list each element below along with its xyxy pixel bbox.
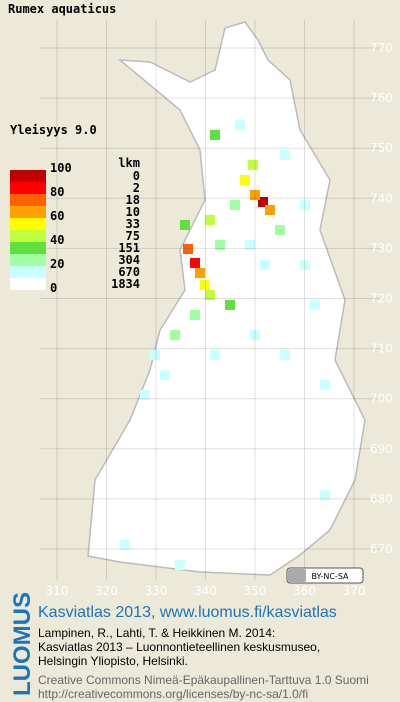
x-tick-label: 350 bbox=[244, 584, 267, 598]
occurrence-cell bbox=[188, 249, 193, 254]
occurrence-cell bbox=[195, 263, 200, 268]
occurrence-cell bbox=[175, 335, 180, 340]
x-tick-label: 370 bbox=[343, 584, 366, 598]
count-label: 1834 bbox=[111, 277, 140, 291]
occurrence-cell bbox=[240, 125, 245, 130]
occurrence-cell bbox=[255, 335, 260, 340]
occurrence-cell bbox=[305, 265, 310, 270]
y-tick-label: 670 bbox=[370, 542, 393, 556]
occurrence-cell bbox=[230, 305, 235, 310]
logo: LUOMUS bbox=[9, 592, 36, 696]
legend-swatch bbox=[10, 194, 46, 206]
x-tick-label: 330 bbox=[145, 584, 168, 598]
occurrence-cell bbox=[220, 245, 225, 250]
scale-label: 20 bbox=[50, 257, 64, 271]
occurrence-cell bbox=[215, 355, 220, 360]
legend-swatch bbox=[10, 266, 46, 278]
citation-line: Lampinen, R., Lahti, T. & Heikkinen M. 2… bbox=[38, 626, 275, 640]
x-tick-label: 360 bbox=[293, 584, 316, 598]
count-label: 304 bbox=[118, 253, 140, 267]
occurrence-cell bbox=[205, 285, 210, 290]
count-label: 18 bbox=[126, 193, 140, 207]
occurrence-cell bbox=[200, 273, 205, 278]
headline: Kasviatlas 2013, www.luomus.fi/kasviatla… bbox=[38, 604, 337, 621]
frequency-label: Yleisyys 9.0 bbox=[10, 123, 97, 137]
citation-line: Kasviatlas 2013 – Luonnontieteellinen ke… bbox=[38, 640, 320, 654]
license-line: Creative Commons Nimeä-Epäkaupallinen-Ta… bbox=[38, 673, 369, 687]
scale-label: 0 bbox=[50, 281, 57, 295]
occurrence-cell bbox=[285, 355, 290, 360]
legend-swatch bbox=[10, 254, 46, 266]
occurrence-cell bbox=[250, 245, 255, 250]
count-label: 10 bbox=[126, 205, 140, 219]
badge-icon bbox=[288, 569, 306, 582]
count-label: 670 bbox=[118, 265, 140, 279]
occurrence-cell bbox=[215, 135, 220, 140]
y-tick-label: 700 bbox=[370, 392, 393, 406]
count-label: 75 bbox=[126, 229, 140, 243]
occurrence-cell bbox=[155, 355, 160, 360]
count-label: 2 bbox=[133, 181, 140, 195]
x-tick-label: 340 bbox=[194, 584, 217, 598]
occurrence-cell bbox=[210, 220, 215, 225]
legend-swatch bbox=[10, 170, 46, 182]
y-tick-label: 750 bbox=[370, 141, 393, 155]
occurrence-cell bbox=[270, 210, 275, 215]
occurrence-cell bbox=[125, 545, 130, 550]
legend-swatch bbox=[10, 278, 46, 290]
license-line: http://creativecommons.org/licenses/by-n… bbox=[38, 687, 308, 701]
legend-swatch bbox=[10, 182, 46, 194]
x-tick-label: 310 bbox=[46, 584, 69, 598]
map bbox=[40, 20, 380, 580]
license-badge: BY-NC-SA bbox=[286, 567, 364, 584]
y-tick-label: 730 bbox=[370, 241, 393, 255]
occurrence-cell bbox=[235, 205, 240, 210]
occurrence-cell bbox=[265, 265, 270, 270]
y-tick-label: 760 bbox=[370, 91, 393, 105]
footer: LUOMUS Kasviatlas 2013, www.luomus.fi/ka… bbox=[9, 592, 369, 701]
y-tick-label: 680 bbox=[370, 492, 393, 506]
occurrence-cell bbox=[325, 385, 330, 390]
legend-swatch bbox=[10, 218, 46, 230]
y-tick-label: 710 bbox=[370, 342, 393, 356]
citation-line: Helsingin Yliopisto, Helsinki. bbox=[38, 654, 188, 668]
y-tick-label: 770 bbox=[370, 41, 393, 55]
species-title: Rumex aquaticus bbox=[8, 2, 116, 16]
y-tick-label: 740 bbox=[370, 191, 393, 205]
occurrence-cell bbox=[285, 155, 290, 160]
y-tick-label: 690 bbox=[370, 442, 393, 456]
occurrence-cell bbox=[210, 295, 215, 300]
occurrence-cell bbox=[145, 395, 150, 400]
scale-label: 60 bbox=[50, 209, 64, 223]
badge-text: BY-NC-SA bbox=[311, 572, 349, 581]
count-label: 151 bbox=[118, 241, 140, 255]
x-tick-label: 320 bbox=[95, 584, 118, 598]
scale-label: 80 bbox=[50, 185, 64, 199]
occurrence-cell bbox=[185, 225, 190, 230]
occurrence-cell bbox=[315, 305, 320, 310]
occurrence-cell bbox=[263, 202, 268, 207]
count-header: lkm bbox=[118, 156, 140, 170]
country-outline bbox=[87, 21, 366, 576]
occurrence-cell bbox=[305, 205, 310, 210]
legend-swatch bbox=[10, 230, 46, 242]
scale-label: 40 bbox=[50, 233, 64, 247]
occurrence-cell bbox=[165, 375, 170, 380]
legend-swatch bbox=[10, 242, 46, 254]
occurrence-cell bbox=[325, 495, 330, 500]
occurrence-cell bbox=[253, 165, 258, 170]
occurrence-cell bbox=[255, 195, 260, 200]
count-label: 0 bbox=[133, 169, 140, 183]
count-label: 33 bbox=[126, 217, 140, 231]
occurrence-cell bbox=[195, 315, 200, 320]
scale-label: 100 bbox=[50, 161, 72, 175]
occurrence-cell bbox=[245, 180, 250, 185]
y-tick-label: 720 bbox=[370, 292, 393, 306]
occurrence-cell bbox=[180, 565, 185, 570]
legend-swatch bbox=[10, 206, 46, 218]
occurrence-cell bbox=[280, 230, 285, 235]
